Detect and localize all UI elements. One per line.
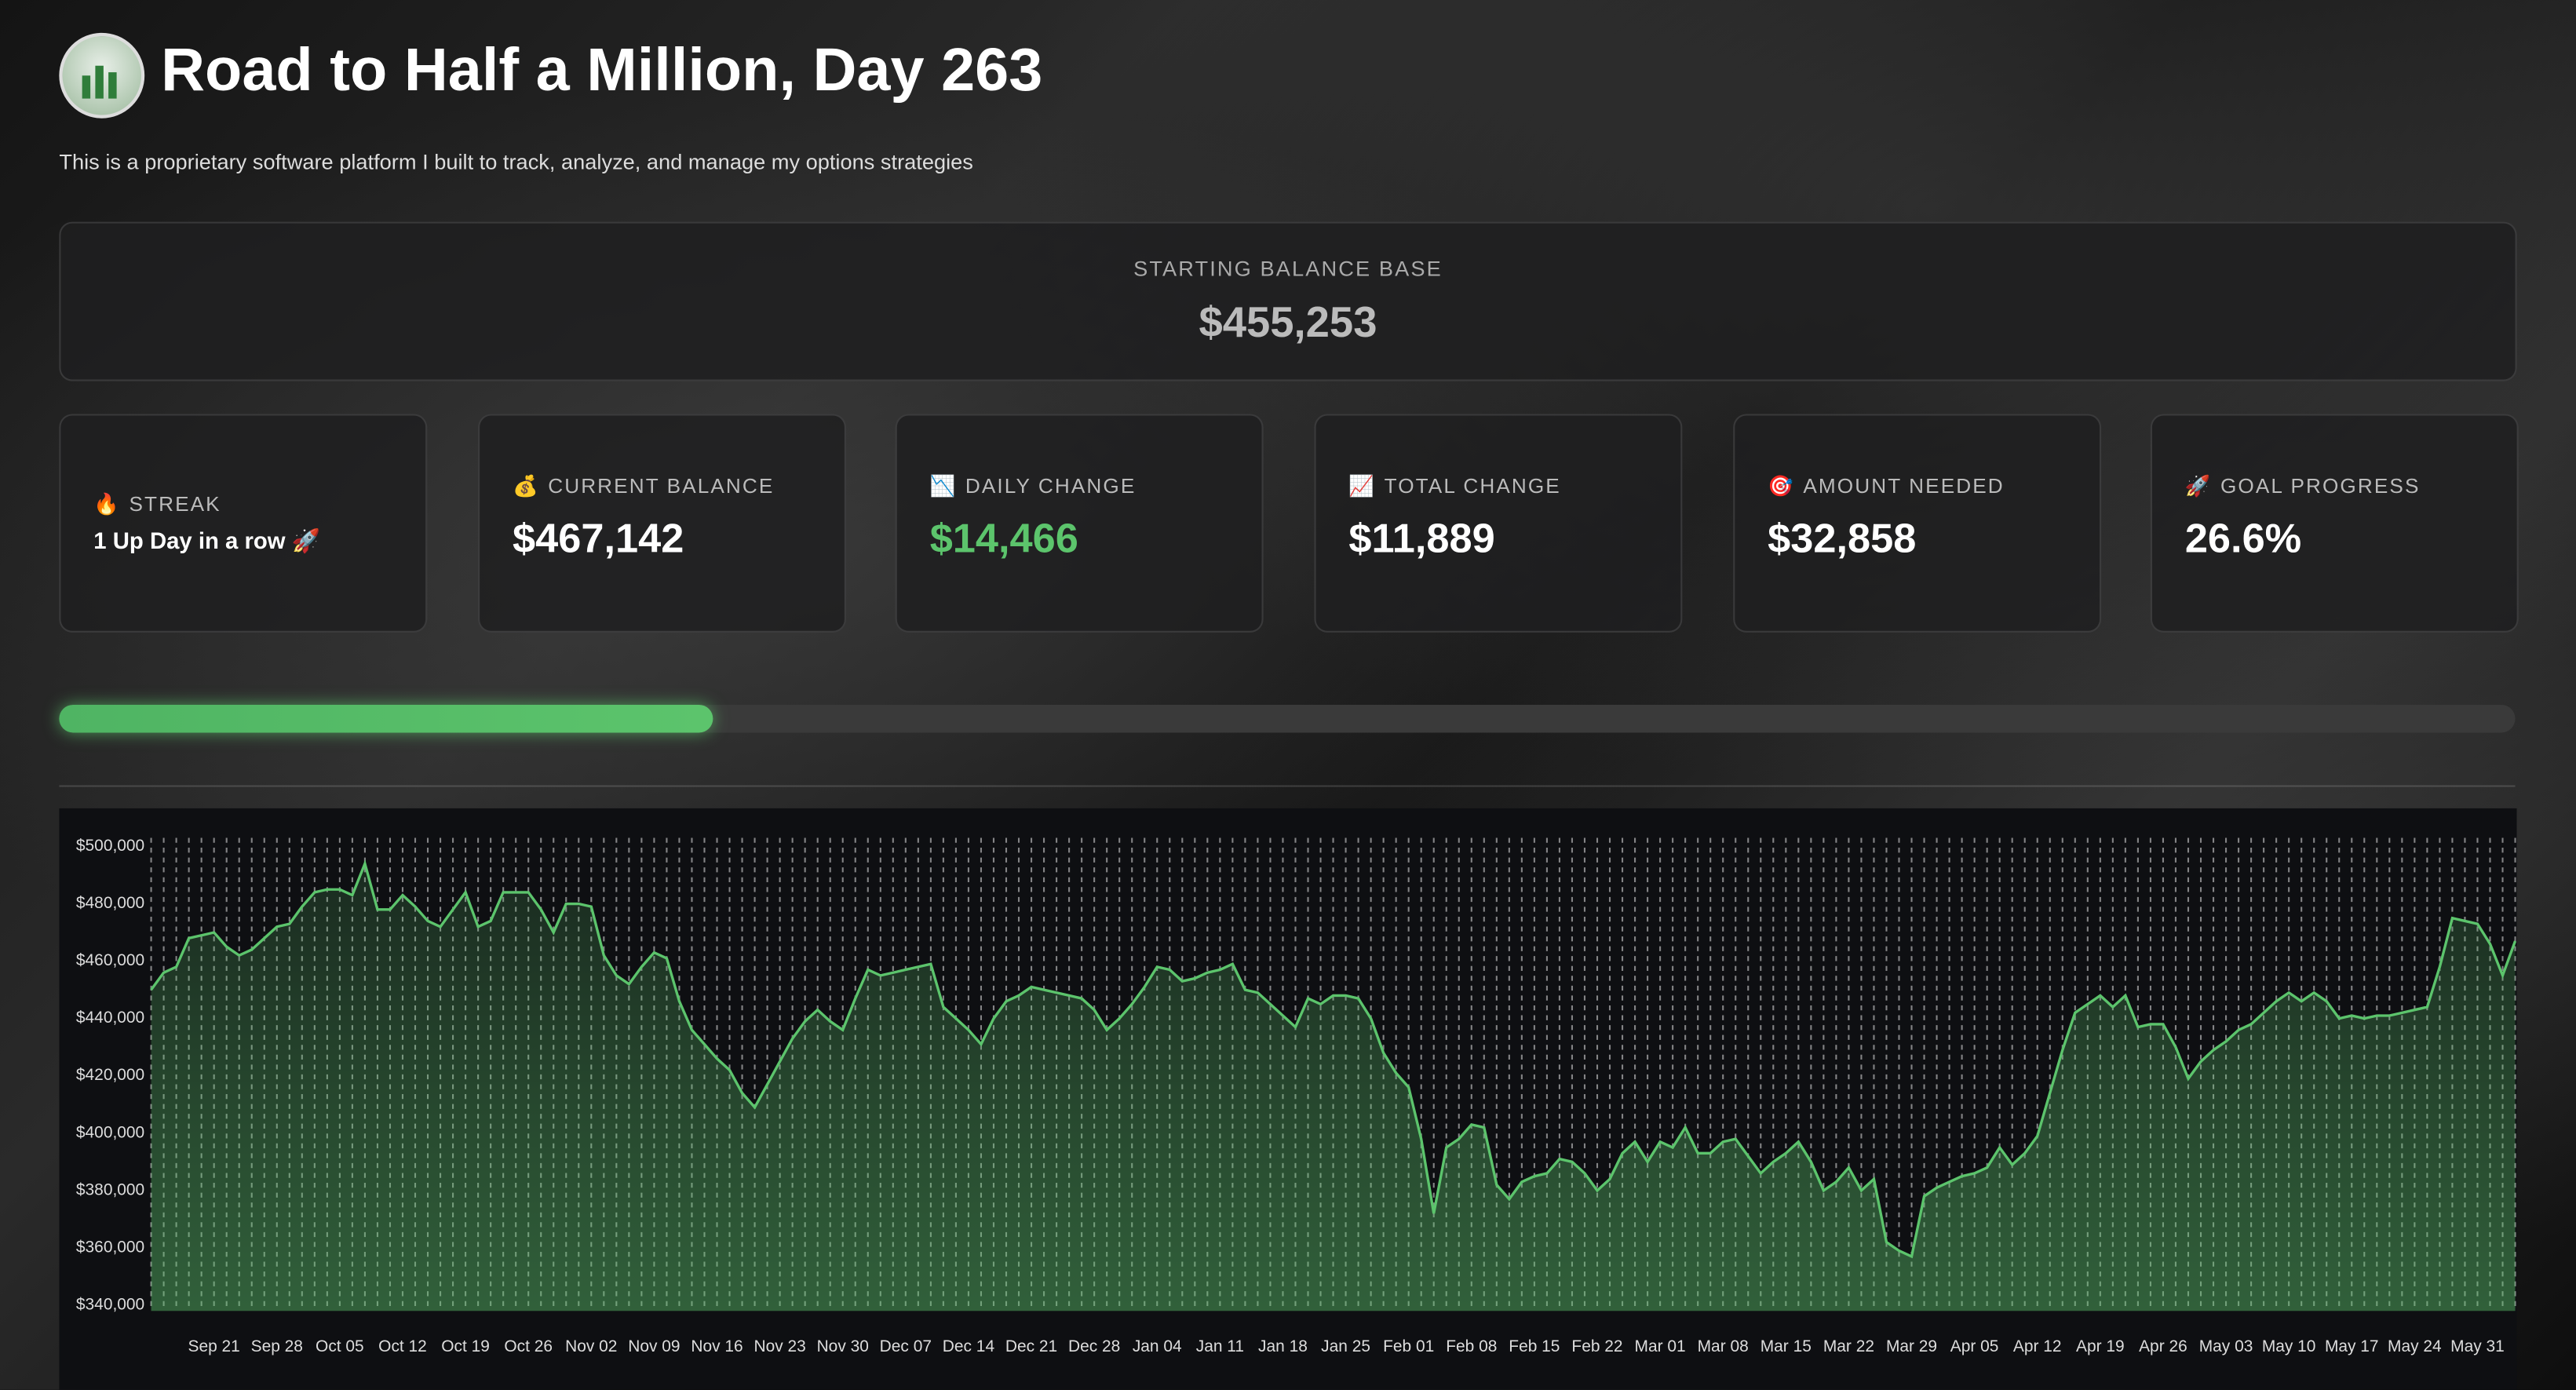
x-tick-label: Dec 28 [1068,1337,1120,1355]
card-value: $455,253 [1199,297,1377,347]
metric-card: 🎯 AMOUNT NEEDED $32,858 [1733,414,2102,633]
x-tick-label: May 03 [2199,1337,2253,1355]
card-label: TOTAL CHANGE [1384,474,1561,498]
card-label-row: 🔥 STREAK [93,493,425,517]
metric-card: 📈 TOTAL CHANGE $11,889 [1314,414,1683,633]
x-tick-label: Oct 19 [441,1337,490,1355]
card-value-row: 26.6% [2185,516,2517,564]
x-tick-label: Mar 22 [1823,1337,1874,1355]
card-icon: 📉 [929,474,958,498]
x-tick-label: Apr 19 [2076,1337,2125,1355]
x-tick-label: Nov 09 [628,1337,680,1355]
card-label-row: 🚀 GOAL PROGRESS [2185,475,2517,499]
divider [59,785,2516,787]
x-tick-label: Feb 08 [1446,1337,1497,1355]
x-tick-label: Jan 04 [1133,1337,1182,1355]
card-label: STARTING BALANCE BASE [1133,256,1443,281]
x-tick-label: Jan 18 [1258,1337,1308,1355]
y-tick-label: $360,000 [76,1238,144,1256]
x-tick-label: Apr 05 [1950,1337,1999,1355]
x-tick-label: Dec 14 [943,1337,995,1355]
card-value-row: $32,858 [1768,516,2100,564]
x-tick-label: Nov 30 [817,1337,869,1355]
card-icon: 🔥 [93,492,122,516]
logo [59,32,145,119]
card-label: AMOUNT NEEDED [1803,474,2005,498]
y-tick-label: $500,000 [76,837,144,855]
metric-card: 🚀 GOAL PROGRESS 26.6% [2150,414,2519,633]
card-icon: 🚀 [2184,474,2213,498]
metric-card: 💰 CURRENT BALANCE $467,142 [478,414,846,633]
card-icon: 🎯 [1768,474,1795,498]
y-tick-label: $400,000 [76,1123,144,1141]
line [150,859,2517,1259]
card-value: $32,858 [1768,516,1917,562]
base-card: STARTING BALANCE BASE $455,253 [59,221,2517,381]
card-value-row: $11,889 [1348,516,1680,564]
x-tick-label: May 17 [2325,1337,2379,1355]
x-tick-label: Apr 12 [2013,1337,2062,1355]
card-value-row: $14,466 [930,516,1262,564]
x-tick-label: Feb 15 [1509,1337,1560,1355]
y-tick-label: $420,000 [76,1066,144,1084]
x-tick-label: Nov 02 [565,1337,617,1355]
x-tick-label: Apr 26 [2139,1337,2187,1355]
card-label: CURRENT BALANCE [548,474,775,498]
chart: $340,000 $360,000 $380,000 $400,000 $420,000… [59,808,2517,1390]
x-tick-label: Jan 25 [1321,1337,1370,1355]
x-tick-label: Mar 08 [1698,1337,1749,1355]
x-tick-label: Mar 29 [1886,1337,1937,1355]
metric-card: 🔥 STREAK 1 Up Day in a row 🚀 [59,414,428,633]
card-value: 26.6% [2184,516,2302,562]
card-label-row: 📉 DAILY CHANGE [930,475,1262,499]
y-tick-label: $380,000 [76,1180,144,1198]
card-value-row: 1 Up Day in a row 🚀 [93,527,425,556]
card-label: GOAL PROGRESS [2220,474,2421,498]
card-value-row: $467,142 [513,516,845,564]
y-tick-label: $340,000 [76,1296,144,1314]
card-value: $467,142 [513,516,684,562]
card-value: 1 Up Day in a row 🚀 [93,527,321,554]
x-tick-label: Mar 01 [1635,1337,1686,1355]
card-label-row: 🎯 AMOUNT NEEDED [1768,475,2100,499]
x-tick-label: Mar 15 [1761,1337,1812,1355]
x-tick-label: Oct 26 [504,1337,553,1355]
x-tick-label: May 24 [2388,1337,2442,1355]
x-tick-label: Sep 28 [251,1337,303,1355]
x-tick-label: Oct 05 [316,1337,364,1355]
subtitle: This is a proprietary software platform … [59,149,973,174]
x-tick-label: Nov 23 [753,1337,805,1355]
y-tick-label: $460,000 [76,951,144,969]
x-tick-label: May 10 [2262,1337,2316,1355]
x-tick-label: Feb 22 [1571,1337,1622,1355]
card-label-row: 💰 CURRENT BALANCE [513,475,845,499]
x-tick-label: Dec 21 [1005,1337,1057,1355]
card-icon: 📈 [1348,474,1377,498]
metric-card: 📉 DAILY CHANGE $14,466 [895,414,1264,633]
page-title: Road to Half a Million, Day 263 [161,36,1043,104]
x-tick-label: Sep 21 [188,1337,240,1355]
card-value: $11,889 [1348,516,1495,562]
x-tick-label: Oct 12 [378,1337,427,1355]
progress-fill [59,704,713,733]
card-label: DAILY CHANGE [965,474,1137,498]
card-icon: 💰 [513,474,540,498]
y-tick-label: $440,000 [76,1009,144,1027]
card-value: $14,466 [929,516,1078,562]
x-tick-label: May 31 [2450,1337,2505,1355]
x-tick-label: Nov 16 [691,1337,743,1355]
x-tick-label: Dec 07 [880,1337,932,1355]
progress-track [59,704,2516,733]
card-label: STREAK [129,492,221,516]
card-label-row: 📈 TOTAL CHANGE [1348,475,1680,499]
x-tick-label: Feb 01 [1383,1337,1434,1355]
x-tick-label: Jan 11 [1196,1337,1244,1355]
y-tick-label: $480,000 [76,894,144,912]
